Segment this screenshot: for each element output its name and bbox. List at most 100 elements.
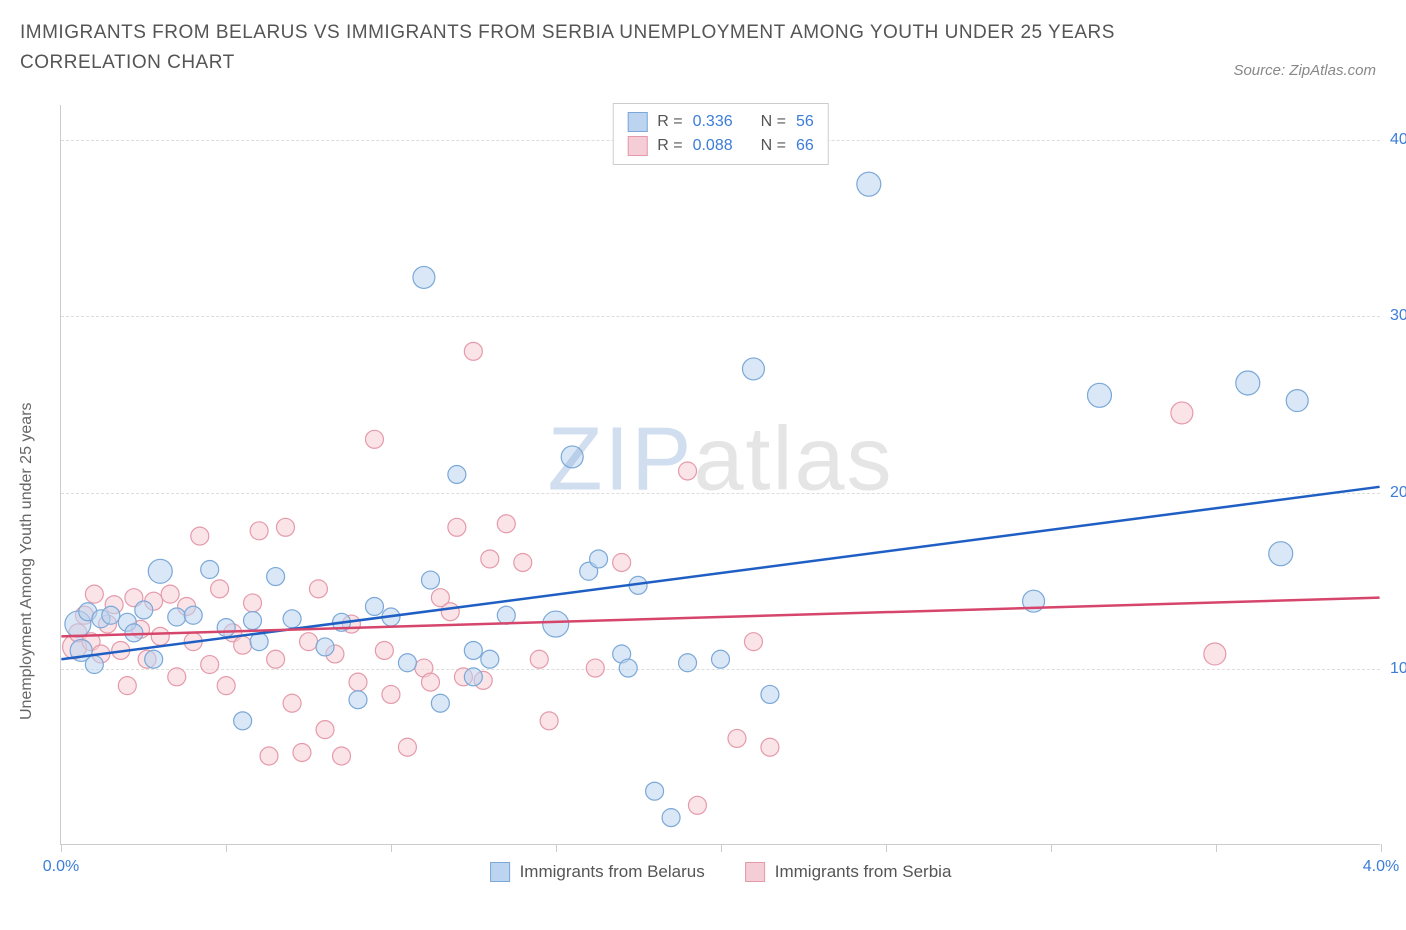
scatter-point bbox=[398, 738, 416, 756]
scatter-point bbox=[422, 673, 440, 691]
scatter-point bbox=[590, 550, 608, 568]
scatter-point bbox=[728, 729, 746, 747]
scatter-point bbox=[375, 641, 393, 659]
scatter-point bbox=[151, 627, 169, 645]
scatter-point bbox=[761, 685, 779, 703]
ytick-label: 20.0% bbox=[1390, 484, 1406, 502]
scatter-point bbox=[85, 656, 103, 674]
scatter-point bbox=[267, 650, 285, 668]
scatter-point bbox=[688, 796, 706, 814]
scatter-point bbox=[349, 691, 367, 709]
scatter-point bbox=[267, 568, 285, 586]
xtick bbox=[61, 844, 62, 852]
scatter-point bbox=[277, 518, 295, 536]
scatter-point bbox=[309, 580, 327, 598]
scatter-point bbox=[857, 172, 881, 196]
n-label: N = bbox=[761, 110, 786, 134]
scatter-point bbox=[316, 721, 334, 739]
legend-item-serbia: Immigrants from Serbia bbox=[745, 862, 952, 882]
scatter-point bbox=[398, 654, 416, 672]
ytick-label: 30.0% bbox=[1390, 307, 1406, 325]
scatter-point bbox=[586, 659, 604, 677]
scatter-point bbox=[333, 747, 351, 765]
swatch-belarus bbox=[627, 112, 647, 132]
scatter-point bbox=[300, 633, 318, 651]
scatter-point bbox=[168, 668, 186, 686]
scatter-point bbox=[481, 550, 499, 568]
scatter-point bbox=[1204, 643, 1226, 665]
scatter-point bbox=[135, 601, 153, 619]
scatter-point bbox=[497, 515, 515, 533]
chart-title: IMMIGRANTS FROM BELARUS VS IMMIGRANTS FR… bbox=[20, 18, 1170, 79]
scatter-point bbox=[619, 659, 637, 677]
r-label: R = bbox=[657, 110, 682, 134]
scatter-point bbox=[679, 462, 697, 480]
xtick bbox=[391, 844, 392, 852]
scatter-point bbox=[168, 608, 186, 626]
scatter-point bbox=[761, 738, 779, 756]
scatter-point bbox=[234, 712, 252, 730]
scatter-point bbox=[161, 585, 179, 603]
scatter-point bbox=[441, 603, 459, 621]
y-axis-label: Unemployment Among Youth under 25 years bbox=[18, 402, 36, 720]
r-label: R = bbox=[657, 134, 682, 158]
scatter-point bbox=[448, 518, 466, 536]
n-value-serbia: 66 bbox=[796, 134, 814, 158]
scatter-point bbox=[234, 636, 252, 654]
xtick bbox=[1381, 844, 1382, 852]
xtick bbox=[886, 844, 887, 852]
scatter-point bbox=[184, 606, 202, 624]
n-label: N = bbox=[761, 134, 786, 158]
scatter-point bbox=[646, 782, 664, 800]
scatter-point bbox=[316, 638, 334, 656]
scatter-point bbox=[497, 606, 515, 624]
xtick bbox=[556, 844, 557, 852]
scatter-point bbox=[382, 685, 400, 703]
scatter-point bbox=[283, 610, 301, 628]
scatter-point bbox=[365, 430, 383, 448]
swatch-serbia-bottom bbox=[745, 862, 765, 882]
scatter-point bbox=[191, 527, 209, 545]
xtick bbox=[226, 844, 227, 852]
scatter-point bbox=[543, 611, 569, 637]
legend-correlation: R = 0.336 N = 56 R = 0.088 N = 66 bbox=[612, 103, 829, 165]
scatter-point bbox=[102, 606, 120, 624]
scatter-point bbox=[464, 641, 482, 659]
scatter-point bbox=[365, 597, 383, 615]
legend-row-belarus: R = 0.336 N = 56 bbox=[627, 110, 814, 134]
scatter-point bbox=[148, 559, 172, 583]
legend-label-serbia: Immigrants from Serbia bbox=[775, 862, 952, 882]
scatter-point bbox=[744, 633, 762, 651]
scatter-point bbox=[514, 553, 532, 571]
scatter-point bbox=[244, 594, 262, 612]
ytick-label: 40.0% bbox=[1390, 131, 1406, 149]
scatter-point bbox=[1088, 383, 1112, 407]
scatter-point bbox=[1236, 371, 1260, 395]
scatter-point bbox=[712, 650, 730, 668]
xtick-label: 4.0% bbox=[1363, 858, 1399, 876]
legend-label-belarus: Immigrants from Belarus bbox=[520, 862, 705, 882]
scatter-point bbox=[464, 668, 482, 686]
scatter-point bbox=[217, 677, 235, 695]
xtick-label: 0.0% bbox=[43, 858, 79, 876]
scatter-point bbox=[244, 612, 262, 630]
scatter-point bbox=[201, 656, 219, 674]
scatter-point bbox=[211, 580, 229, 598]
source-label: Source: ZipAtlas.com bbox=[1233, 62, 1376, 79]
scatter-point bbox=[481, 650, 499, 668]
xtick bbox=[721, 844, 722, 852]
n-value-belarus: 56 bbox=[796, 110, 814, 134]
scatter-point bbox=[145, 650, 163, 668]
scatter-point bbox=[217, 619, 235, 637]
trend-line bbox=[61, 487, 1379, 659]
legend-series: Immigrants from Belarus Immigrants from … bbox=[490, 862, 952, 882]
scatter-point bbox=[530, 650, 548, 668]
scatter-point bbox=[250, 522, 268, 540]
r-value-serbia: 0.088 bbox=[693, 134, 733, 158]
xtick bbox=[1051, 844, 1052, 852]
scatter-point bbox=[613, 553, 631, 571]
r-value-belarus: 0.336 bbox=[693, 110, 733, 134]
scatter-point bbox=[118, 677, 136, 695]
legend-item-belarus: Immigrants from Belarus bbox=[490, 862, 705, 882]
scatter-point bbox=[540, 712, 558, 730]
